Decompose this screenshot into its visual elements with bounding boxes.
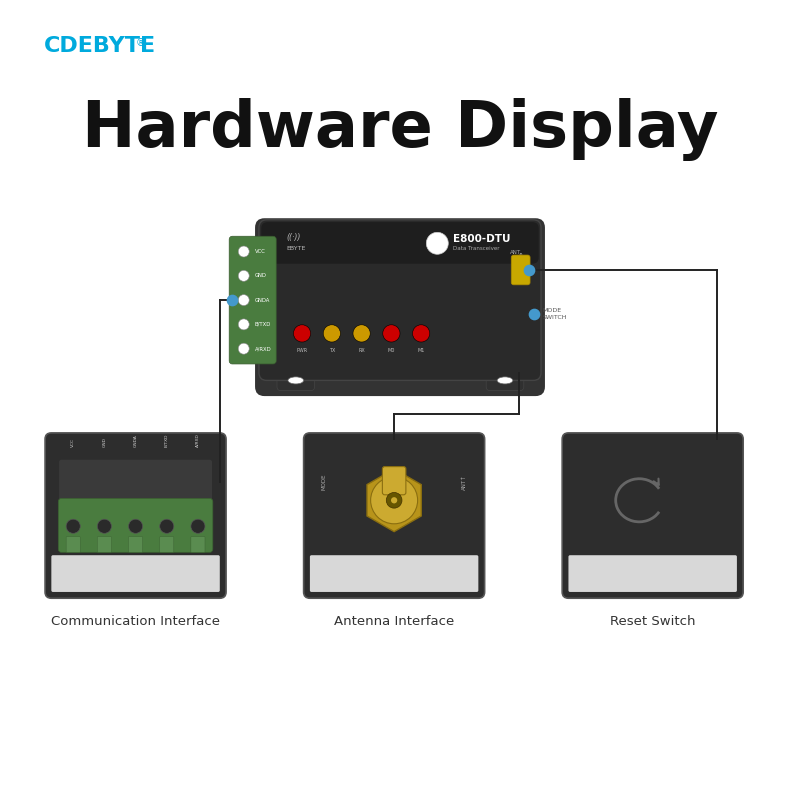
Text: ANT↑: ANT↑ [462,474,466,490]
Text: ANT: ANT [510,250,521,255]
Ellipse shape [288,377,304,384]
Text: PWR: PWR [297,348,308,354]
Text: E800-DTU: E800-DTU [454,234,510,243]
Circle shape [370,477,418,524]
Circle shape [160,519,174,534]
Text: B/TXD: B/TXD [254,322,271,327]
Circle shape [426,232,448,254]
Circle shape [238,246,250,257]
Circle shape [323,325,341,342]
Text: Communication Interface: Communication Interface [51,615,220,629]
Circle shape [66,519,80,534]
FancyBboxPatch shape [277,361,314,390]
Text: Hardware Display: Hardware Display [82,98,718,161]
FancyBboxPatch shape [255,218,545,396]
Text: B/TXD: B/TXD [165,434,169,447]
FancyBboxPatch shape [310,555,478,592]
Circle shape [386,493,402,508]
Text: M0: M0 [388,348,395,354]
FancyBboxPatch shape [160,537,174,552]
Text: GND: GND [254,274,266,278]
FancyBboxPatch shape [191,537,205,552]
Circle shape [353,325,370,342]
Text: A/RXD: A/RXD [254,346,271,351]
Text: ↑: ↑ [518,253,523,259]
Text: TX: TX [329,348,335,354]
Text: RX: RX [358,348,365,354]
Text: A/RXD: A/RXD [196,434,200,447]
Circle shape [191,519,205,534]
Circle shape [413,325,430,342]
Text: MODE: MODE [322,474,326,490]
FancyBboxPatch shape [511,255,530,285]
Text: MODE
SWITCH: MODE SWITCH [542,308,567,320]
Text: VCC: VCC [254,249,266,254]
FancyBboxPatch shape [129,537,142,552]
Point [527,307,540,320]
Ellipse shape [497,377,513,384]
FancyBboxPatch shape [382,466,406,495]
Circle shape [238,343,250,354]
Text: 🤖: 🤖 [434,238,441,248]
Text: ((·)): ((·)) [286,233,301,242]
Text: Reset Switch: Reset Switch [610,615,695,629]
Circle shape [238,270,250,282]
Circle shape [238,319,250,330]
Point [523,263,536,276]
FancyBboxPatch shape [569,555,737,592]
Text: GND: GND [102,437,106,447]
FancyBboxPatch shape [262,222,538,264]
Circle shape [129,519,142,534]
Text: EBYTE: EBYTE [286,246,306,250]
Circle shape [294,325,310,342]
Text: VCC: VCC [71,438,75,447]
FancyBboxPatch shape [51,555,220,592]
Circle shape [98,519,111,534]
FancyBboxPatch shape [45,433,226,598]
Circle shape [382,325,400,342]
FancyBboxPatch shape [59,460,212,510]
FancyBboxPatch shape [229,236,276,364]
Text: CDEBYTE: CDEBYTE [43,36,156,56]
FancyBboxPatch shape [66,537,80,552]
Text: GNDA: GNDA [254,298,270,302]
Text: M1: M1 [418,348,425,354]
FancyBboxPatch shape [486,361,524,390]
Circle shape [391,497,398,503]
Text: Antenna Interface: Antenna Interface [334,615,454,629]
Circle shape [238,294,250,306]
Point [226,294,238,306]
FancyBboxPatch shape [58,498,213,552]
FancyBboxPatch shape [259,220,541,381]
FancyBboxPatch shape [98,537,111,552]
Text: ®: ® [136,38,146,48]
Text: GNDA: GNDA [134,434,138,447]
Text: Data Transceiver: Data Transceiver [454,246,500,251]
FancyBboxPatch shape [304,433,485,598]
FancyBboxPatch shape [562,433,743,598]
